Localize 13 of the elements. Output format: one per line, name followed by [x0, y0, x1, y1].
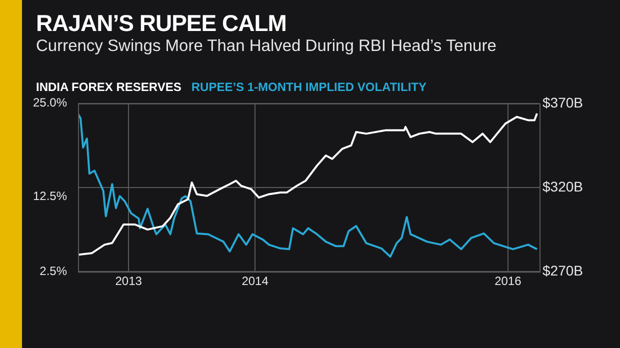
y2-tick-label: $270B [542, 262, 583, 278]
y2-tick-label: $370B [542, 94, 583, 110]
y-tick-label: 12.5% [32, 189, 68, 204]
text: RUPEE’S 1-MONTH IMPLIED VOLATILITY [191, 80, 426, 94]
y2-tick-label: $320B [542, 178, 583, 194]
x-tick-label: 2013 [115, 274, 142, 288]
y-tick-label: 2.5% [40, 264, 68, 278]
text: INDIA FOREX RESERVES [36, 80, 182, 94]
chart-title: RAJAN’S RUPEE CALM [36, 10, 286, 37]
x-tick-label: 2016 [494, 274, 522, 288]
y-tick-label: 25.0% [32, 96, 68, 110]
x-tick-label: 2014 [242, 274, 269, 288]
chart-subtitle: Currency Swings More Than Halved During RBI Head’s Tenure [36, 37, 496, 56]
